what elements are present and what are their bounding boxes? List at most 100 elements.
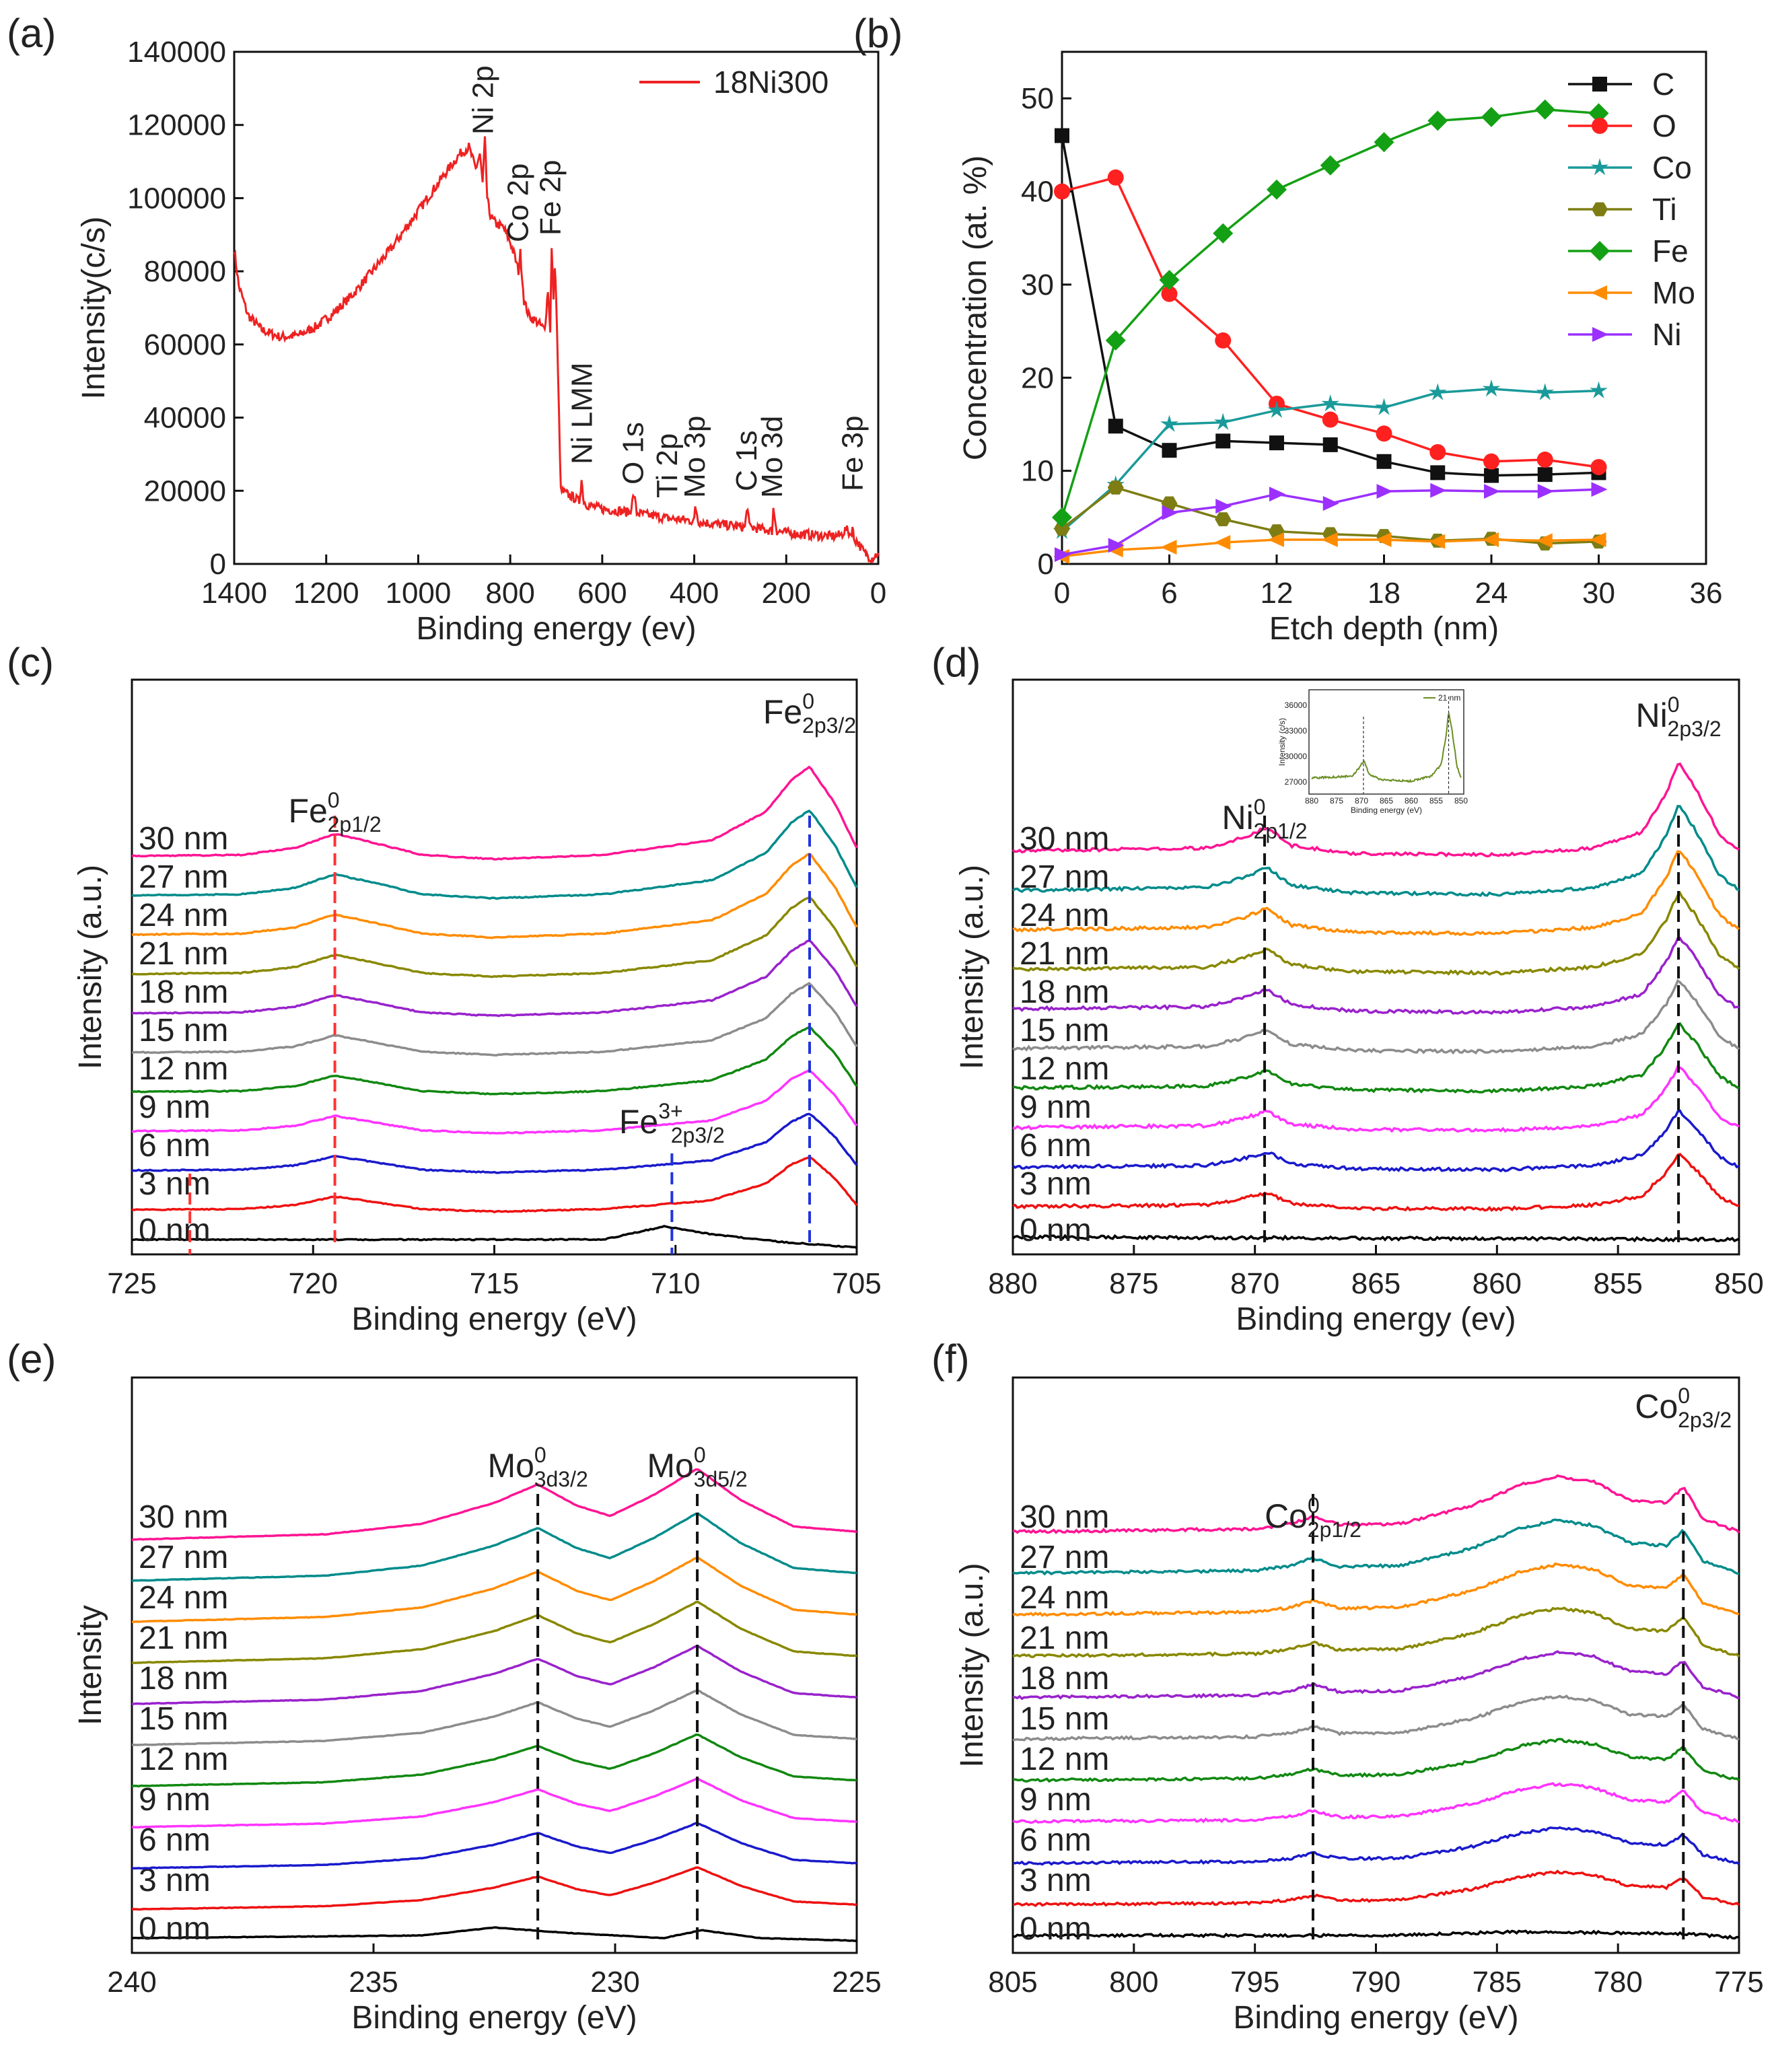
peak-label-f-1: Co0 2p3/2 [1635, 1384, 1732, 1432]
series-fe [1052, 99, 1609, 528]
inset-x-tick-label: 880 [1305, 796, 1318, 806]
spectrum-trace-18nm [132, 939, 858, 1017]
data-point-ti [1215, 512, 1232, 526]
spectrum-trace-18nm [131, 1645, 857, 1705]
spectrum-trace-6nm [1012, 1109, 1740, 1173]
spectrum-trace-21nm [1012, 1606, 1740, 1659]
y-tick-label: 0 [1038, 548, 1054, 581]
data-point-mo [1375, 532, 1392, 548]
spectrum-trace-6nm [131, 1112, 858, 1174]
x-tick-label: 725 [107, 1267, 156, 1300]
peak-label-c-0: Fe0 2p1/2 [288, 788, 381, 836]
peak-label-f-0: Co0 2p1/2 [1265, 1493, 1361, 1542]
spectrum-trace-27nm [1012, 1518, 1740, 1576]
inset-y-tick-label: 36000 [1285, 701, 1308, 710]
inset-x-tick-label: 860 [1405, 796, 1418, 806]
x-tick-label: 870 [1230, 1267, 1279, 1300]
panel-label-f: (f) [931, 1336, 970, 1382]
x-tick-label: 225 [832, 1966, 881, 1999]
legend-label-co: Co [1652, 150, 1692, 185]
peak-annotation: O 1s [616, 422, 649, 485]
x-tick-label: 0 [870, 577, 886, 610]
x-tick-label: 720 [289, 1267, 338, 1300]
peak-label-c-1: Fe0 2p3/2 [763, 689, 856, 738]
peak-annotation: Ni LMM [565, 362, 598, 464]
spectrum-trace-27nm [1012, 805, 1740, 898]
panel-c: 725 720 715 710 705 Binding energy (eV) Intens… [7, 640, 882, 1337]
legend-label-18ni300: 18Ni300 [713, 65, 828, 100]
data-point-fe [1320, 155, 1341, 176]
plot-frame-a [233, 50, 880, 565]
depth-label: 21 nm [139, 936, 228, 972]
spectrum-trace-9nm [131, 1777, 857, 1829]
data-point-co [1428, 383, 1447, 400]
data-point-co [1267, 400, 1286, 419]
series-c [1055, 128, 1606, 483]
data-point-o [1322, 411, 1339, 428]
depth-label: 27 nm [1020, 1540, 1109, 1575]
peak-label-e-1: Mo0 3d5/2 [647, 1443, 747, 1491]
depth-label: 27 nm [1020, 859, 1109, 895]
depth-label: 21 nm [1020, 936, 1109, 972]
spectrum-trace-24nm [1012, 850, 1740, 937]
data-point-mo [1429, 534, 1446, 549]
depth-label: 9 nm [139, 1782, 211, 1818]
data-point-ti [1107, 480, 1124, 495]
peak-annotation: Ni 2p [466, 65, 499, 135]
x-tick-label: 855 [1593, 1267, 1642, 1300]
x-tick-label: 860 [1473, 1267, 1522, 1300]
depth-label: 18 nm [139, 1661, 228, 1696]
depth-label: 15 nm [1020, 1701, 1109, 1737]
depth-label: 12 nm [1020, 1742, 1109, 1777]
depth-label: 18 nm [1020, 1661, 1109, 1696]
data-point-ni [1484, 484, 1500, 499]
panel-label-d: (d) [931, 640, 981, 685]
inset-x-tick-label: 855 [1429, 796, 1443, 806]
peak-label-e-0: Mo0 3d3/2 [487, 1443, 588, 1491]
y-tick-label: 0 [210, 548, 226, 581]
data-point-mo [1268, 532, 1284, 548]
depth-label: 30 nm [139, 821, 228, 857]
survey-spectrum-line [233, 136, 880, 564]
legend-label-ni: Ni [1652, 317, 1681, 352]
panel-a: 1400 1200 1000 800 600 400 200 0020000400006000… [7, 11, 886, 647]
spectrum-trace-30nm [131, 1468, 857, 1541]
data-point-c [1162, 443, 1177, 458]
x-tick-label: 600 [577, 577, 627, 610]
spectrum-trace-21nm [131, 1600, 857, 1664]
spectrum-trace-24nm [131, 853, 858, 939]
depth-label: 30 nm [1020, 1499, 1109, 1535]
legend-marker-o [1592, 118, 1608, 134]
x-tick-label: 790 [1351, 1966, 1401, 1999]
series-line-ni [1061, 488, 1599, 556]
depth-label: 6 nm [139, 1822, 211, 1858]
spectrum-trace-0nm [131, 1225, 857, 1249]
depth-label: 6 nm [1020, 1822, 1092, 1858]
spectrum-trace-15nm [1012, 978, 1740, 1055]
depth-label: 0 nm [139, 1213, 211, 1248]
x-tick-label: 715 [470, 1267, 519, 1300]
data-point-ni [1322, 496, 1339, 511]
plot-frame-c [131, 678, 858, 1256]
spectrum-trace-6nm [131, 1822, 857, 1870]
depth-label: 3 nm [1020, 1166, 1092, 1202]
spectrum-trace-24nm [1012, 1562, 1740, 1617]
inset-plot: 21 nm 880 875 870 865 860 855 850 27000 30000 3300… [1277, 689, 1468, 815]
legend-label-c: C [1652, 67, 1674, 102]
spectrum-trace-12nm [1012, 1738, 1740, 1783]
data-point-co [1482, 379, 1501, 397]
data-point-ni [1055, 547, 1071, 563]
data-point-o [1054, 183, 1070, 200]
depth-label: 30 nm [139, 1499, 228, 1535]
spectrum-trace-15nm [131, 1689, 857, 1746]
data-point-fe [1481, 106, 1501, 127]
data-point-o [1483, 453, 1499, 470]
data-point-o [1107, 169, 1124, 186]
data-point-mo [1590, 532, 1606, 548]
inset-y-axis-title: Intensity (c/s) [1277, 718, 1287, 766]
spectrum-trace-9nm [1012, 1782, 1740, 1824]
x-axis-title: Etch depth (nm) [1269, 611, 1499, 647]
spectrum-trace-30nm [131, 765, 858, 861]
depth-label: 21 nm [1020, 1620, 1109, 1656]
spectrum-trace-18nm [1012, 1650, 1740, 1701]
